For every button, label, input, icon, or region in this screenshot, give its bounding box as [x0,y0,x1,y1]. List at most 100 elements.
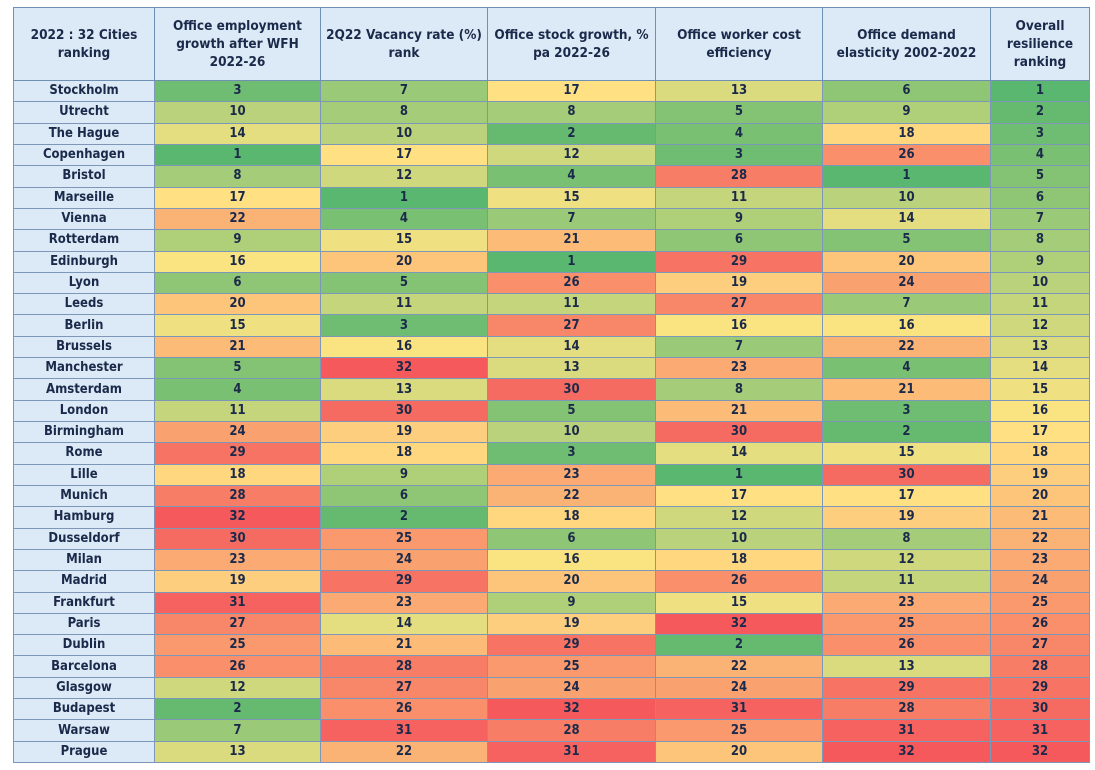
overall-ranking-cell: 21 [990,506,1090,529]
city-name-cell: Dublin [13,634,155,657]
vacancy-rate-cell: 19 [320,420,488,444]
employment-growth-cell: 7 [154,719,321,742]
overall-ranking-cell: 1 [990,79,1090,103]
city-name-cell: Lille [13,463,155,486]
cost-efficiency-cell: 15 [655,591,823,614]
employment-growth-cell: 23 [154,548,321,572]
city-name-cell: Copenhagen [13,143,155,167]
stock-growth-cell: 15 [487,186,656,209]
table-row: Lyon 6 5 26 19 24 10 [13,271,1090,295]
table-row: Rotterdam 9 15 21 6 5 8 [13,229,1090,252]
employment-growth-cell: 31 [154,591,321,614]
overall-ranking-cell: 6 [990,186,1090,209]
cost-efficiency-cell: 22 [655,655,823,678]
table-row: Rome 29 18 3 14 15 18 [13,442,1090,465]
table-row: Dublin 25 21 29 2 26 27 [13,634,1090,657]
table-row: Copenhagen 1 17 12 3 26 4 [13,143,1090,167]
vacancy-rate-cell: 13 [320,378,488,401]
table-row: Utrecht 10 8 8 5 9 2 [13,101,1090,124]
vacancy-rate-cell: 8 [320,101,488,124]
demand-elasticity-cell: 1 [822,165,991,188]
city-name-cell: Hamburg [13,506,155,529]
table-row: Stockholm 3 7 17 13 6 1 [13,79,1090,103]
cost-efficiency-cell: 28 [655,165,823,188]
demand-elasticity-cell: 23 [822,591,991,614]
stock-growth-cell: 6 [487,527,656,550]
stock-growth-cell: 13 [487,357,656,380]
table-body: Stockholm 3 7 17 13 6 1 Utrecht 10 8 8 5 9 2 The Hague… [13,79,1090,764]
demand-elasticity-cell: 25 [822,612,991,636]
table-row: Milan 23 24 16 18 12 23 [13,548,1090,572]
cost-efficiency-cell: 14 [655,442,823,465]
cost-efficiency-cell: 10 [655,527,823,550]
vacancy-rate-cell: 31 [320,719,488,742]
city-name-cell: Manchester [13,357,155,380]
stock-growth-cell: 14 [487,335,656,359]
table-row: Vienna 22 4 7 9 14 7 [13,207,1090,231]
demand-elasticity-cell: 30 [822,463,991,486]
stock-growth-cell: 19 [487,612,656,636]
demand-elasticity-cell: 20 [822,250,991,273]
table-row: Leeds 20 11 11 27 7 11 [13,293,1090,316]
overall-ranking-cell: 27 [990,634,1090,657]
vacancy-rate-cell: 32 [320,357,488,380]
demand-elasticity-cell: 31 [822,719,991,742]
employment-growth-cell: 21 [154,335,321,359]
header-vacancy-rate: 2Q22 Vacancy rate (%) rank [320,7,488,81]
vacancy-rate-cell: 12 [320,165,488,188]
city-name-cell: The Hague [13,122,155,145]
table-row: Hamburg 32 2 18 12 19 21 [13,506,1090,529]
employment-growth-cell: 5 [154,357,321,380]
header-demand-elasticity: Office demand elasticity 2002-2022 [822,7,991,81]
overall-ranking-cell: 16 [990,399,1090,423]
table-row: Budapest 2 26 32 31 28 30 [13,698,1090,721]
employment-growth-cell: 9 [154,229,321,252]
table-row: Lille 18 9 23 1 30 19 [13,463,1090,486]
cost-efficiency-cell: 2 [655,634,823,657]
city-name-cell: Budapest [13,698,155,721]
cost-efficiency-cell: 3 [655,143,823,167]
demand-elasticity-cell: 19 [822,506,991,529]
overall-ranking-cell: 2 [990,101,1090,124]
city-name-cell: Rotterdam [13,229,155,252]
cost-efficiency-cell: 26 [655,570,823,593]
overall-ranking-cell: 28 [990,655,1090,678]
demand-elasticity-cell: 2 [822,420,991,444]
employment-growth-cell: 25 [154,634,321,657]
cost-efficiency-cell: 13 [655,79,823,103]
header-row: 2022 : 32 Cities ranking Office employme… [13,7,1090,81]
table-row: The Hague 14 10 2 4 18 3 [13,122,1090,145]
stock-growth-cell: 27 [487,314,656,337]
city-resilience-ranking-table: 2022 : 32 Cities ranking Office employme… [13,7,1090,764]
cost-efficiency-cell: 20 [655,740,823,764]
overall-ranking-cell: 15 [990,378,1090,401]
city-name-cell: Leeds [13,293,155,316]
overall-ranking-cell: 19 [990,463,1090,486]
city-name-cell: Marseille [13,186,155,209]
demand-elasticity-cell: 32 [822,740,991,764]
employment-growth-cell: 28 [154,484,321,508]
table-row: Edinburgh 16 20 1 29 20 9 [13,250,1090,273]
table-row: Prague 13 22 31 20 32 32 [13,740,1090,764]
stock-growth-cell: 7 [487,207,656,231]
city-name-cell: Warsaw [13,719,155,742]
employment-growth-cell: 32 [154,506,321,529]
employment-growth-cell: 8 [154,165,321,188]
stock-growth-cell: 11 [487,293,656,316]
overall-ranking-cell: 5 [990,165,1090,188]
cost-efficiency-cell: 23 [655,357,823,380]
demand-elasticity-cell: 3 [822,399,991,423]
stock-growth-cell: 17 [487,79,656,103]
table-row: Berlin 15 3 27 16 16 12 [13,314,1090,337]
cost-efficiency-cell: 5 [655,101,823,124]
vacancy-rate-cell: 15 [320,229,488,252]
city-name-cell: Amsterdam [13,378,155,401]
employment-growth-cell: 4 [154,378,321,401]
stock-growth-cell: 30 [487,378,656,401]
employment-growth-cell: 13 [154,740,321,764]
stock-growth-cell: 31 [487,740,656,764]
vacancy-rate-cell: 26 [320,698,488,721]
cost-efficiency-cell: 27 [655,293,823,316]
stock-growth-cell: 28 [487,719,656,742]
table-row: Marseille 17 1 15 11 10 6 [13,186,1090,209]
